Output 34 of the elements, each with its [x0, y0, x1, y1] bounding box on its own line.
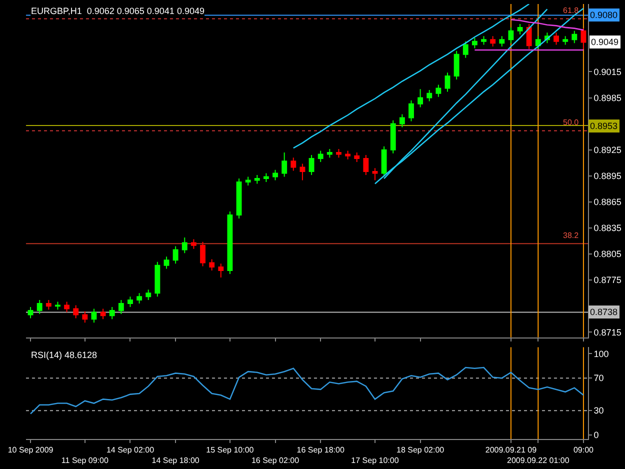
y-tick-label: 0.9015	[594, 66, 622, 77]
y-tick-label: 70	[594, 373, 604, 384]
annotation: 61.8	[563, 6, 580, 15]
x-tick-label: 15 Sep 10:00	[206, 446, 254, 455]
y-tick-label: 0	[594, 430, 599, 440]
x-tick-label: 2009.09.22 01:00	[507, 456, 570, 465]
ref-line-label: 0.9080	[590, 10, 618, 20]
x-tick-label: 17 Sep 10:00	[351, 456, 400, 465]
chart-title: EURGBP,H1 0.9062 0.9065 0.9041 0.9049	[31, 6, 204, 16]
y-tick-label: 0.8805	[594, 249, 622, 260]
chart-title: RSI(14) 48.6128	[31, 350, 98, 360]
x-tick-label: 16 Sep 02:00	[251, 456, 300, 465]
x-tick-label: 14 Sep 18:00	[152, 456, 200, 465]
annotation: 0.9049	[591, 37, 619, 47]
y-tick-label: 0.8985	[594, 92, 622, 103]
y-tick-label: 0.8895	[594, 171, 622, 182]
x-tick-label: 09:00	[573, 446, 594, 455]
x-tick-label: 10 Sep 2009	[8, 446, 54, 455]
x-tick-label: 18 Sep 02:00	[396, 446, 445, 455]
y-tick-label: 100	[594, 348, 609, 359]
y-tick-label: 0.8835	[594, 223, 622, 234]
x-tick-label: 16 Sep 18:00	[296, 446, 345, 455]
ref-line-label: 0.8738	[590, 307, 618, 317]
annotation: 38.2	[563, 231, 580, 240]
ref-line-label: 0.8953	[590, 121, 618, 131]
y-tick-label: 30	[594, 406, 604, 416]
y-tick-label: 0.8775	[594, 275, 622, 286]
x-tick-label: 11 Sep 09:00	[61, 456, 109, 465]
x-tick-label: 14 Sep 02:00	[106, 446, 155, 455]
annotation: 50.0	[563, 118, 580, 127]
y-tick-label: 0.8715	[594, 327, 622, 338]
y-tick-label: 0.8925	[594, 145, 622, 156]
y-tick-label: 0.8865	[594, 197, 622, 208]
x-tick-label: 2009.09.21 09	[485, 446, 538, 455]
